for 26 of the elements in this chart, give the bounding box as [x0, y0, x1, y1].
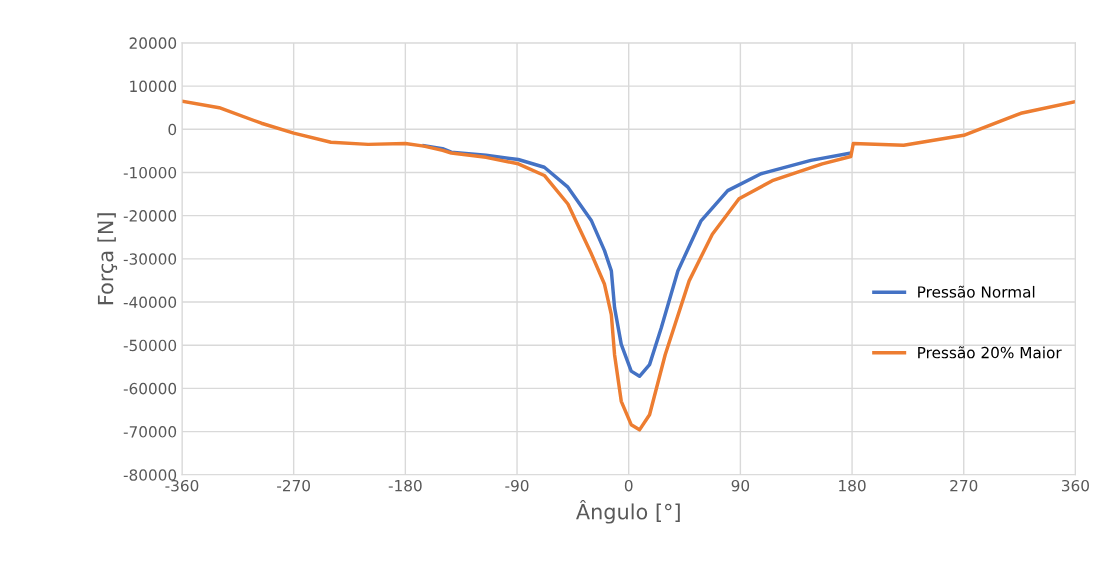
- x-axis-title: Ângulo [°]: [576, 499, 680, 524]
- y-tick-label: -10000: [123, 166, 177, 179]
- x-tick-label: -270: [277, 479, 310, 492]
- x-tick-label: 270: [950, 479, 978, 492]
- line-series: [422, 143, 853, 379]
- x-tick-label: 90: [731, 479, 750, 492]
- y-tick-label: 0: [168, 123, 177, 136]
- y-tick-label: -30000: [123, 253, 177, 265]
- y-tick-label: -60000: [123, 382, 177, 395]
- y-tick-label: -20000: [123, 210, 177, 222]
- x-tick-label: 180: [839, 479, 866, 492]
- legend-label: Pressão Normal: [918, 285, 1035, 298]
- y-tick-label: 10000: [130, 80, 177, 93]
- x-tick-label: -360: [165, 479, 199, 492]
- x-tick-label: -90: [505, 479, 529, 492]
- line-series: [181, 99, 1076, 432]
- y-tick-label: 20000: [129, 37, 177, 49]
- x-tick-label: -180: [388, 479, 422, 492]
- y-tick-label: -80000: [123, 469, 177, 481]
- x-tick-label: 0: [624, 479, 633, 492]
- y-tick-label: -70000: [123, 426, 177, 438]
- legend-label: Pressão 20% Maior: [918, 346, 1062, 359]
- y-tick-label: -50000: [123, 339, 177, 352]
- y-axis-title: Força [N]: [97, 213, 118, 305]
- x-tick-label: 360: [1062, 479, 1089, 492]
- y-tick-label: -40000: [123, 296, 177, 309]
